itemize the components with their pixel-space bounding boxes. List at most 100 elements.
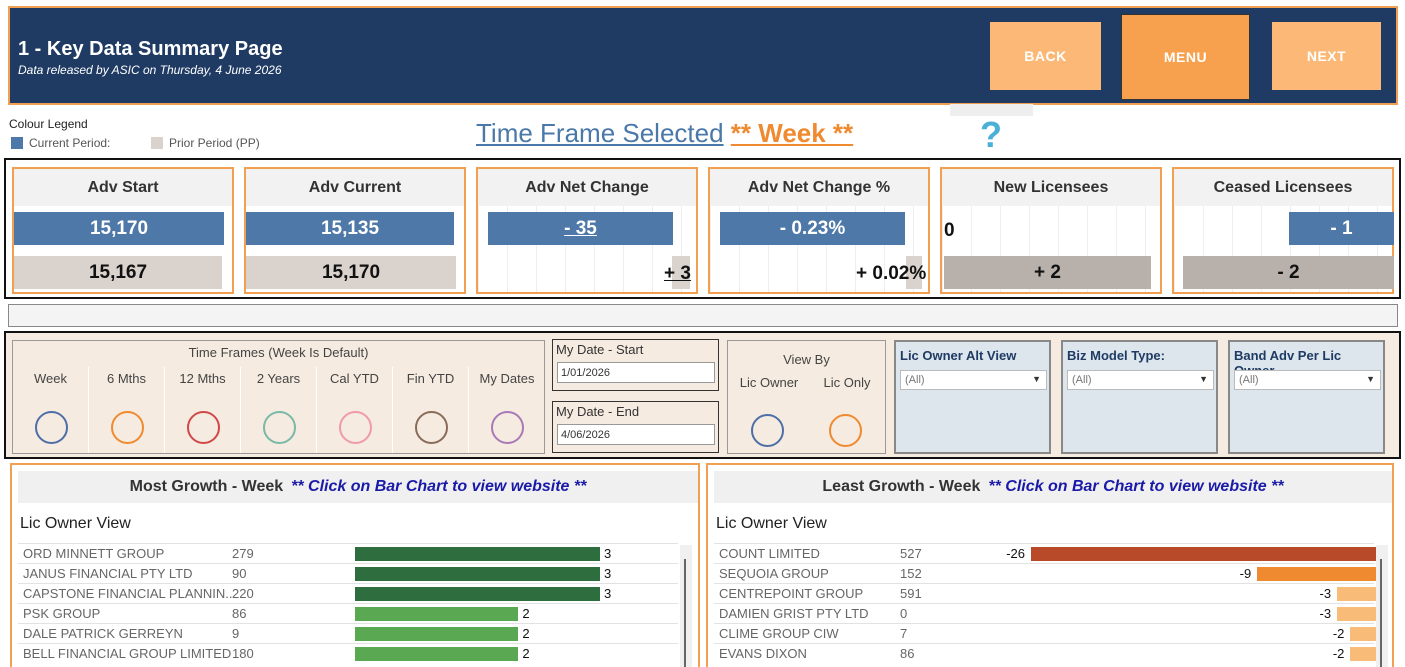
my-date-end-input[interactable]: 4/06/2026 xyxy=(557,424,715,445)
biz-model-type-dropdown[interactable]: (All) ▼ xyxy=(1067,370,1214,390)
bar-value: 2 xyxy=(522,646,530,661)
row-count: 279 xyxy=(232,546,254,561)
my-date-start-input[interactable]: 1/01/2026 xyxy=(557,362,715,383)
option-label: Cal YTD xyxy=(330,371,379,386)
back-button[interactable]: BACK xyxy=(990,22,1101,90)
decline-bar[interactable] xyxy=(1337,587,1377,601)
band-adv-dropdown[interactable]: (All) ▼ xyxy=(1234,370,1381,390)
option-label: My Dates xyxy=(479,371,535,386)
help-icon[interactable]: ? xyxy=(980,114,1002,155)
chevron-down-icon: ▼ xyxy=(1032,374,1041,384)
growth-bar[interactable] xyxy=(355,627,519,641)
least-growth-header: Least Growth - Week ** Click on Bar Chart… xyxy=(714,471,1392,503)
time-frame-option-my-dates[interactable]: My Dates xyxy=(469,367,545,453)
filter-panel: Time Frames (Week Is Default) Week 6 Mth… xyxy=(4,331,1401,459)
option-radio[interactable] xyxy=(186,411,220,444)
view-by-lic-owner-radio[interactable] xyxy=(751,414,784,447)
lic-owner-alt-view-dropdown[interactable]: (All) ▼ xyxy=(900,370,1047,390)
growth-row[interactable]: DAMIEN GRIST PTY LTD 0 -3 xyxy=(714,603,1377,623)
decline-bar[interactable] xyxy=(1257,567,1377,581)
kpi-current-value: - 0.23% xyxy=(720,212,905,245)
time-frame-option-6-mths[interactable]: 6 Mths xyxy=(89,367,165,453)
view-by-lic-only-radio[interactable] xyxy=(829,414,862,447)
growth-row[interactable]: DALE PATRICK GERREYN 9 2 xyxy=(18,623,678,643)
option-radio[interactable] xyxy=(110,411,144,444)
bar-value: 3 xyxy=(604,566,612,581)
kpi-current-value: 15,135 xyxy=(246,212,454,245)
option-radio[interactable] xyxy=(491,411,524,444)
row-count: 152 xyxy=(900,566,922,581)
decline-bar[interactable] xyxy=(1337,607,1377,621)
option-label: Week xyxy=(34,371,67,386)
growth-bar[interactable] xyxy=(355,587,600,601)
kpi-current-value: 0 xyxy=(944,220,955,241)
kpi-current-value: - 35 xyxy=(488,212,673,245)
time-frame-option-2-years[interactable]: 2 Years xyxy=(241,367,317,453)
view-by-caption: View By xyxy=(783,352,830,367)
row-count: 86 xyxy=(900,646,915,661)
row-count: 220 xyxy=(232,586,254,601)
growth-row[interactable]: ORD MINNETT GROUP 279 3 xyxy=(18,543,678,563)
my-date-end: My Date - End 4/06/2026 xyxy=(552,401,719,453)
kpi-prior-value: 15,170 xyxy=(246,256,456,289)
kpi-strip: Adv Start 15,170 15,167 Adv Current 15,1… xyxy=(4,158,1401,299)
growth-row[interactable]: SEQUOIA GROUP 152 -9 xyxy=(714,563,1377,583)
most-growth-header: Most Growth - Week ** Click on Bar Chart … xyxy=(18,471,698,503)
option-radio[interactable] xyxy=(414,411,448,444)
growth-bar[interactable] xyxy=(355,607,519,621)
scrollbar[interactable] xyxy=(680,545,692,667)
row-count: 7 xyxy=(900,626,908,641)
kpi-adv-net-change: Adv Net Change - 35 + 3 xyxy=(476,167,698,294)
kpi-title: Adv Current xyxy=(246,169,464,206)
decline-bar[interactable] xyxy=(1350,627,1377,641)
row-name: CLIME GROUP CIW xyxy=(719,626,839,641)
growth-row[interactable]: CAPSTONE FINANCIAL PLANNIN.. 220 3 xyxy=(18,583,678,603)
growth-row[interactable]: EVANS DIXON 86 -2 xyxy=(714,643,1377,663)
option-radio[interactable] xyxy=(34,411,68,444)
row-name: BELL FINANCIAL GROUP LIMITED xyxy=(23,646,232,661)
view-by-lic-owner-label: Lic Owner xyxy=(739,375,799,390)
filter-label: Biz Model Type: xyxy=(1067,348,1165,363)
growth-row[interactable]: BELL FINANCIAL GROUP LIMITED 180 2 xyxy=(18,643,678,663)
decline-bar[interactable] xyxy=(1350,647,1377,661)
row-name: CAPSTONE FINANCIAL PLANNIN.. xyxy=(23,586,233,601)
row-name: ORD MINNETT GROUP xyxy=(23,546,165,561)
growth-bar[interactable] xyxy=(355,547,600,561)
time-frame-option-cal-ytd[interactable]: Cal YTD xyxy=(317,367,393,453)
current-period-label: Current Period: xyxy=(29,136,111,150)
growth-row[interactable]: PSK GROUP 86 2 xyxy=(18,603,678,623)
scrollbar[interactable] xyxy=(1376,545,1388,667)
scrollbar-thumb[interactable] xyxy=(1380,559,1382,667)
growth-bar[interactable] xyxy=(355,567,600,581)
time-frame-option-week[interactable]: Week xyxy=(13,367,89,453)
kpi-current-value: - 1 xyxy=(1289,212,1394,245)
prior-period-label: Prior Period (PP) xyxy=(169,136,260,150)
growth-row[interactable]: JANUS FINANCIAL PTY LTD 90 3 xyxy=(18,563,678,583)
bar-value: -2 xyxy=(1332,626,1345,641)
decline-bar[interactable] xyxy=(1031,547,1377,561)
option-label: Fin YTD xyxy=(406,371,455,386)
row-name: CENTREPOINT GROUP xyxy=(719,586,864,601)
growth-row[interactable]: CENTREPOINT GROUP 591 -3 xyxy=(714,583,1377,603)
option-radio[interactable] xyxy=(338,411,372,444)
growth-row[interactable]: CLIME GROUP CIW 7 -2 xyxy=(714,623,1377,643)
growth-row[interactable]: COUNT LIMITED 527 -26 xyxy=(714,543,1377,563)
kpi-new-licensees: New Licensees 0 + 2 xyxy=(940,167,1162,294)
scrollbar-thumb[interactable] xyxy=(684,559,686,667)
bar-value: -3 xyxy=(1319,606,1332,621)
option-radio[interactable] xyxy=(262,411,296,444)
menu-button[interactable]: MENU xyxy=(1121,14,1250,100)
time-frames-caption: Time Frames (Week Is Default) xyxy=(188,345,369,360)
view-label: Lic Owner View xyxy=(20,515,131,532)
chevron-down-icon: ▼ xyxy=(1199,374,1208,384)
row-count: 591 xyxy=(900,586,922,601)
next-button[interactable]: NEXT xyxy=(1272,22,1381,90)
time-frame-option-fin-ytd[interactable]: Fin YTD xyxy=(393,367,469,453)
panel-title: Least Growth - Week xyxy=(822,478,981,495)
row-name: DAMIEN GRIST PTY LTD xyxy=(719,606,869,621)
chevron-down-icon: ▼ xyxy=(1366,374,1375,384)
option-label: 6 Mths xyxy=(106,371,146,386)
time-frame-label: Time Frame Selected xyxy=(476,118,724,148)
growth-bar[interactable] xyxy=(355,647,519,661)
time-frame-option-12-mths[interactable]: 12 Mths xyxy=(165,367,241,453)
